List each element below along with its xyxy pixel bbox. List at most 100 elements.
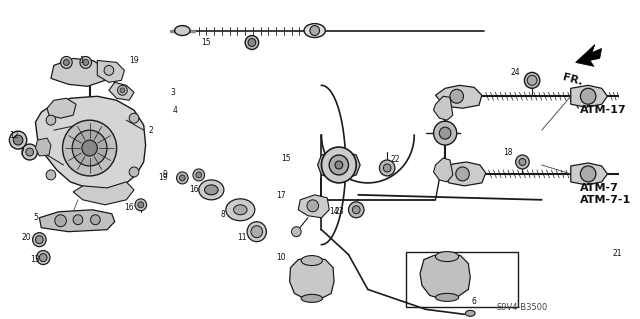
Polygon shape: [73, 182, 134, 205]
Circle shape: [90, 215, 100, 225]
Text: ATM-7-1: ATM-7-1: [580, 195, 632, 205]
Text: ATM-7: ATM-7: [580, 183, 620, 193]
Circle shape: [329, 155, 349, 175]
Circle shape: [61, 56, 72, 68]
Text: 19: 19: [158, 174, 168, 182]
Polygon shape: [289, 257, 334, 300]
Circle shape: [307, 200, 319, 212]
Circle shape: [135, 199, 147, 211]
Circle shape: [456, 167, 469, 181]
Circle shape: [439, 127, 451, 139]
Text: 24: 24: [511, 68, 520, 77]
Circle shape: [524, 72, 540, 88]
Circle shape: [35, 236, 44, 244]
Circle shape: [83, 59, 88, 65]
Circle shape: [310, 26, 319, 35]
Polygon shape: [298, 195, 329, 218]
Text: FR.: FR.: [561, 72, 584, 87]
Circle shape: [383, 164, 391, 172]
Text: 5: 5: [33, 213, 38, 222]
Circle shape: [291, 227, 301, 237]
Text: 19: 19: [129, 56, 139, 65]
Text: 15: 15: [201, 38, 211, 47]
Polygon shape: [47, 98, 76, 118]
Ellipse shape: [304, 24, 325, 38]
Text: 14: 14: [329, 207, 339, 216]
Circle shape: [63, 59, 69, 65]
Circle shape: [39, 254, 47, 262]
Circle shape: [380, 160, 395, 176]
Text: 22: 22: [390, 155, 399, 165]
Circle shape: [516, 155, 529, 169]
Circle shape: [129, 167, 139, 177]
Circle shape: [22, 144, 37, 160]
Circle shape: [251, 226, 262, 238]
Circle shape: [335, 161, 343, 169]
Text: 16: 16: [189, 185, 199, 194]
Ellipse shape: [175, 26, 190, 35]
Polygon shape: [441, 162, 486, 186]
Ellipse shape: [205, 185, 218, 195]
Text: 7: 7: [19, 147, 24, 157]
Circle shape: [193, 169, 205, 181]
Circle shape: [248, 39, 256, 47]
Circle shape: [55, 215, 67, 227]
Text: 16: 16: [124, 203, 134, 212]
Text: 8: 8: [221, 210, 225, 219]
Polygon shape: [571, 85, 607, 107]
Circle shape: [82, 140, 97, 156]
Circle shape: [580, 88, 596, 104]
Text: 12: 12: [10, 130, 19, 140]
Circle shape: [72, 130, 107, 166]
Text: 1: 1: [79, 56, 84, 65]
Text: 2: 2: [148, 126, 153, 135]
Circle shape: [353, 206, 360, 214]
Ellipse shape: [226, 199, 255, 221]
Polygon shape: [435, 85, 482, 108]
Text: 17: 17: [276, 191, 285, 200]
Ellipse shape: [234, 205, 247, 215]
Text: 18: 18: [503, 147, 513, 157]
Circle shape: [129, 113, 139, 123]
Circle shape: [321, 147, 356, 183]
Text: S9V4-B3500: S9V4-B3500: [497, 303, 548, 312]
Circle shape: [46, 170, 56, 180]
Polygon shape: [433, 158, 453, 182]
Circle shape: [118, 85, 127, 95]
Ellipse shape: [199, 180, 224, 200]
Polygon shape: [571, 163, 607, 185]
Circle shape: [46, 115, 56, 125]
Ellipse shape: [435, 293, 459, 301]
Text: 11: 11: [237, 233, 247, 242]
Polygon shape: [35, 96, 146, 190]
Text: ATM-17: ATM-17: [580, 105, 627, 115]
Circle shape: [580, 166, 596, 182]
Circle shape: [26, 148, 33, 156]
Circle shape: [450, 89, 463, 103]
Polygon shape: [35, 138, 51, 156]
Ellipse shape: [301, 294, 323, 302]
Circle shape: [33, 233, 46, 247]
Text: 4: 4: [172, 106, 177, 115]
Ellipse shape: [435, 252, 459, 262]
Polygon shape: [575, 45, 602, 66]
Ellipse shape: [301, 256, 323, 265]
Text: 13: 13: [31, 255, 40, 264]
Circle shape: [245, 35, 259, 49]
Circle shape: [519, 159, 526, 166]
Polygon shape: [109, 82, 134, 100]
Circle shape: [349, 202, 364, 218]
Text: 10: 10: [276, 253, 285, 262]
Circle shape: [63, 120, 116, 176]
Text: 20: 20: [21, 233, 31, 242]
Text: 6: 6: [472, 297, 477, 306]
Polygon shape: [51, 58, 107, 86]
Circle shape: [104, 65, 114, 75]
Circle shape: [247, 222, 266, 241]
Ellipse shape: [465, 310, 475, 316]
Polygon shape: [420, 254, 470, 300]
Text: 23: 23: [334, 207, 344, 216]
Text: 9: 9: [163, 170, 168, 179]
Circle shape: [177, 172, 188, 184]
Circle shape: [13, 135, 23, 145]
